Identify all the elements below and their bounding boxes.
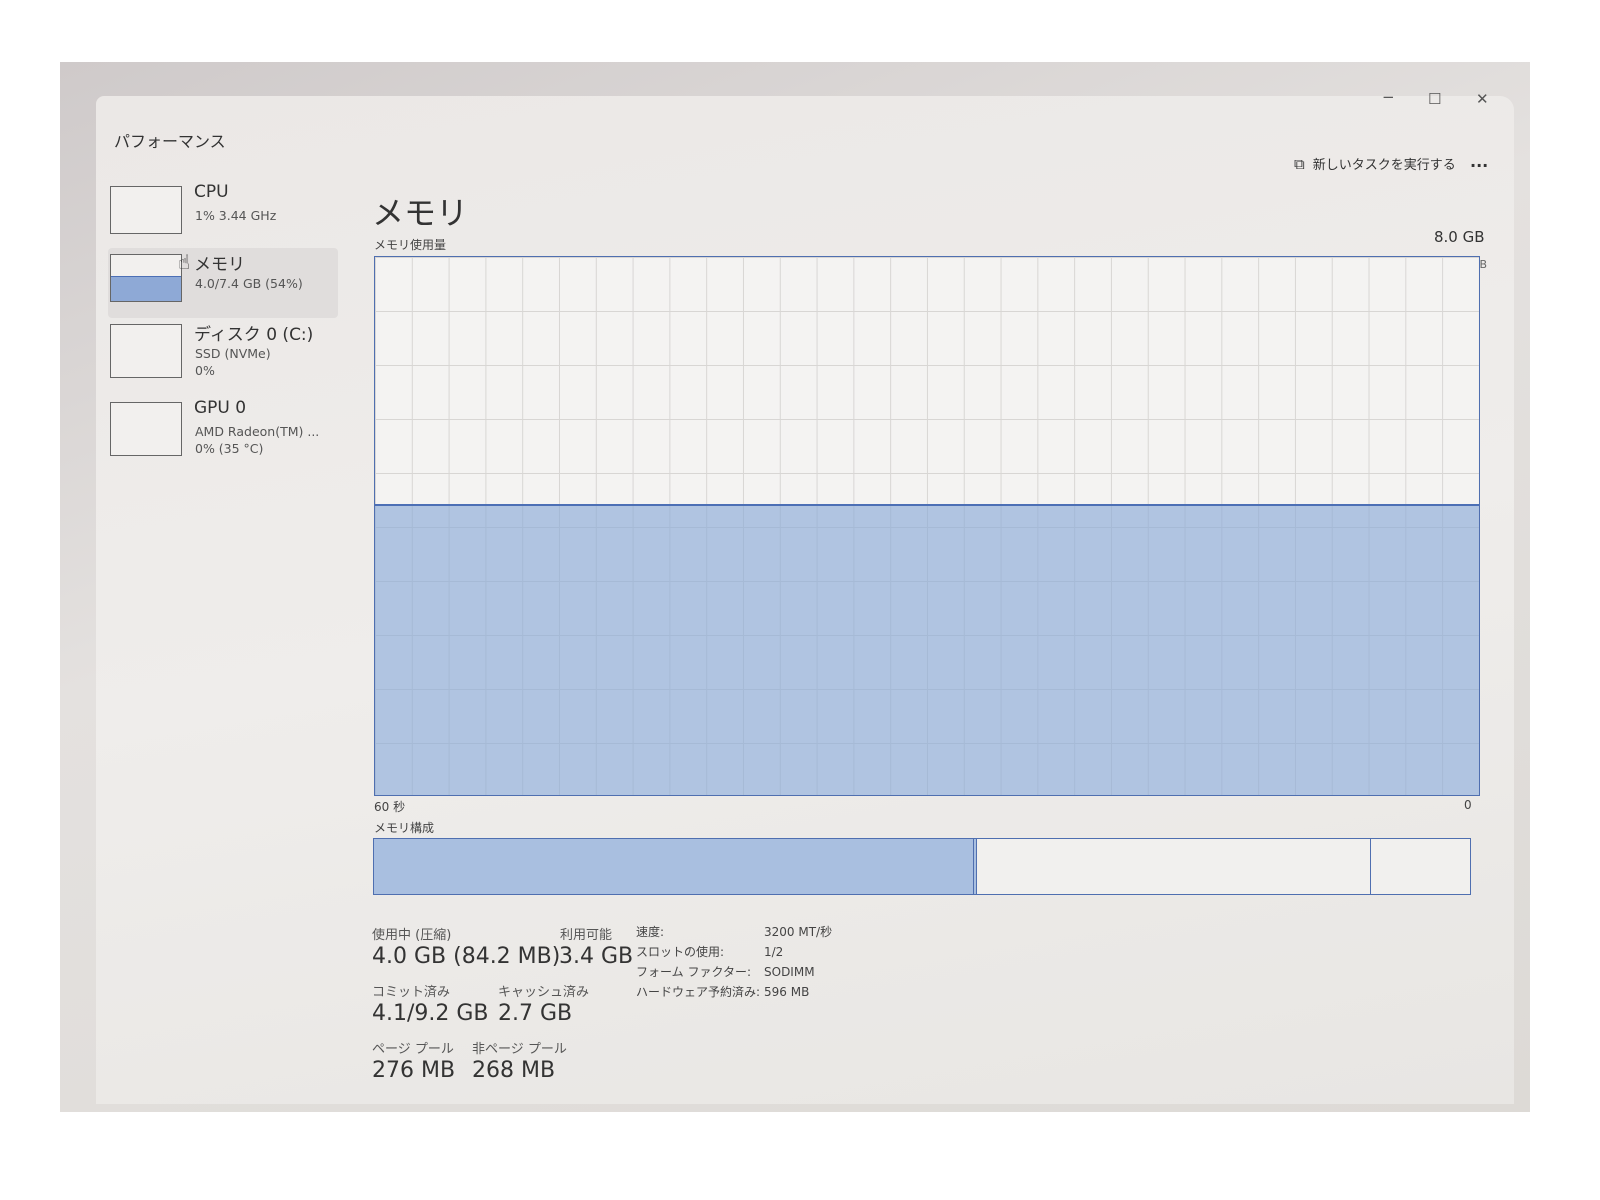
- spec-value: 3200 MT/秒: [764, 925, 833, 939]
- more-options-button[interactable]: ...: [1470, 152, 1489, 171]
- spec-key: フォーム ファクター:: [636, 965, 752, 979]
- spec-key: ハードウェア予約済み:: [636, 985, 761, 999]
- committed-value: 4.1/9.2 GB: [372, 1001, 489, 1026]
- sidebar-item-cpu[interactable]: CPU 1% 3.44 GHz: [108, 180, 338, 250]
- nonpaged-pool-value: 268 MB: [472, 1058, 556, 1083]
- composition-label: メモリ構成: [374, 821, 435, 835]
- maximize-button[interactable]: ☐: [1428, 90, 1442, 108]
- memory-thumbnail-graph: [110, 254, 182, 302]
- spec-key: 速度:: [636, 925, 665, 939]
- spec-key: スロットの使用:: [636, 945, 725, 959]
- sidebar-item-gpu[interactable]: GPU 0 AMD Radeon(TM) ... 0% (35 °C): [108, 396, 338, 466]
- memory-composition-bar: [373, 838, 1471, 895]
- usage-label: メモリ使用量: [374, 238, 447, 252]
- gpu-usage: 0% (35 °C): [195, 441, 264, 456]
- cached-value: 2.7 GB: [498, 1001, 573, 1026]
- x-axis-right-label: 0: [1464, 798, 1472, 812]
- memory-usage: 4.0/7.4 GB (54%): [195, 276, 303, 291]
- available-value: 3.4 GB: [559, 944, 634, 969]
- sidebar-item-memory[interactable]: メモリ 4.0/7.4 GB (54%) ☝: [108, 248, 338, 318]
- memory-usage-area: [375, 504, 1479, 795]
- in-use-value: 4.0 GB (84.2 MB): [372, 944, 561, 969]
- paged-pool-value: 276 MB: [372, 1058, 456, 1083]
- disk-thumbnail-graph: [110, 324, 182, 378]
- memory-thumbnail-fill: [111, 276, 181, 301]
- sidebar-item-label: メモリ: [194, 255, 245, 275]
- nonpaged-pool-label: 非ページ プール: [472, 1042, 567, 1057]
- spec-value: 596 MB: [764, 985, 810, 999]
- spec-value: SODIMM: [764, 965, 815, 979]
- committed-label: コミット済み: [372, 985, 451, 1000]
- gpu-model: AMD Radeon(TM) ...: [195, 424, 320, 439]
- cpu-thumbnail-graph: [110, 186, 182, 234]
- disk-type: SSD (NVMe): [195, 346, 271, 361]
- cached-label: キャッシュ済み: [498, 985, 590, 1000]
- close-button[interactable]: ✕: [1476, 90, 1489, 108]
- spec-value: 1/2: [764, 945, 784, 959]
- sidebar-item-label: CPU: [194, 182, 229, 202]
- section-title: メモリ: [372, 194, 469, 232]
- minimize-button[interactable]: −: [1382, 88, 1395, 106]
- sidebar-item-label: GPU 0: [194, 398, 247, 418]
- sidebar-item-label: ディスク 0 (C:): [194, 325, 314, 345]
- composition-standby[interactable]: [977, 839, 1372, 894]
- composition-free[interactable]: [1371, 839, 1470, 894]
- gpu-thumbnail-graph: [110, 402, 182, 456]
- max-memory-label: 8.0 GB: [1434, 228, 1485, 246]
- task-manager-window: パフォーマンス − ☐ ✕ ⧉ 新しいタスクを実行する ... CPU 1% 3…: [96, 88, 1514, 1104]
- in-use-label: 使用中 (圧縮): [372, 928, 452, 943]
- sidebar-item-disk[interactable]: ディスク 0 (C:) SSD (NVMe) 0%: [108, 318, 338, 388]
- run-task-icon: ⧉: [1294, 154, 1305, 173]
- page-title: パフォーマンス: [114, 132, 226, 151]
- disk-usage: 0%: [195, 363, 215, 378]
- x-axis-left-label: 60 秒: [374, 800, 406, 814]
- run-new-task-button[interactable]: ⧉ 新しいタスクを実行する: [1294, 154, 1456, 174]
- memory-usage-graph: [374, 256, 1480, 796]
- hand-cursor-icon: ☝: [178, 250, 191, 274]
- available-label: 利用可能: [560, 928, 613, 943]
- composition-in-use[interactable]: [374, 839, 977, 894]
- spec-table: 速度: 3200 MT/秒 スロットの使用: 1/2 フォーム ファクター: SODI…: [636, 922, 832, 1002]
- cpu-usage: 1% 3.44 GHz: [195, 208, 277, 223]
- paged-pool-label: ページ プール: [372, 1042, 454, 1057]
